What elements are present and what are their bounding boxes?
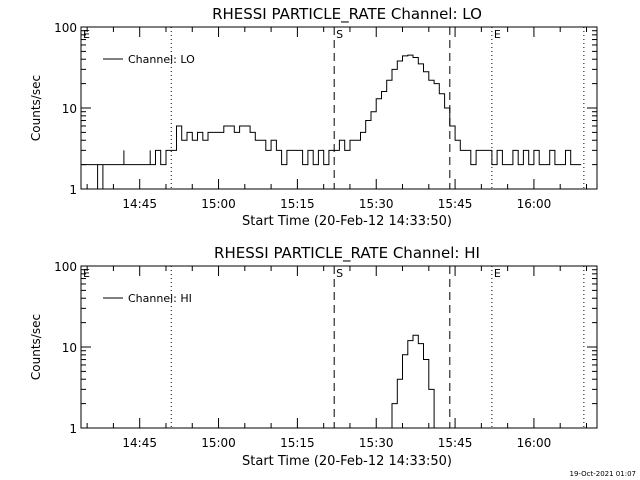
legend-label: Channel: HI [128, 292, 192, 305]
marker-label: E [494, 28, 501, 41]
chart-title: RHESSI PARTICLE_RATE Channel: HI [214, 244, 480, 263]
x-axis-ticks: 14:45 15:00 15:15 15:30 15:45 16:00 [86, 266, 587, 450]
series-line-channel-lo [81, 54, 582, 189]
x-tick-label: 14:45 [122, 436, 157, 450]
x-axis-ticks: 14:45 15:00 15:15 15:30 15:45 16:00 [86, 27, 587, 211]
x-tick-label: 15:00 [201, 436, 236, 450]
y-axis-label: Counts/sec [29, 314, 43, 380]
x-tick-label: 15:45 [438, 197, 473, 211]
x-tick-label: 16:00 [517, 197, 552, 211]
marker-label: E [83, 28, 90, 41]
x-tick-label: 15:45 [438, 436, 473, 450]
x-tick-label: 16:00 [517, 436, 552, 450]
y-axis-label: Counts/sec [29, 75, 43, 141]
series-line-channel-hi [386, 334, 435, 429]
y-axis-ticks: 1 10 100 [54, 21, 597, 197]
x-axis-label: Start Time (20-Feb-12 14:33:50) [242, 214, 452, 229]
y-tick-label: 100 [54, 21, 77, 35]
plot-frame [80, 265, 598, 429]
x-tick-label: 15:00 [201, 197, 236, 211]
x-tick-label: 15:30 [359, 436, 394, 450]
marker-label: S [336, 28, 343, 41]
x-tick-label: 15:15 [280, 197, 315, 211]
footer-timestamp: 19-Oct-2021 01:07 [570, 470, 636, 478]
y-axis-ticks: 1 10 100 [54, 260, 597, 436]
panel-hi: RHESSI PARTICLE_RATE Channel: HI 110100 … [29, 244, 598, 469]
y-tick-label: 100 [54, 260, 77, 274]
y-tick-label: 10 [62, 341, 77, 355]
x-tick-label: 15:15 [280, 436, 315, 450]
x-tick-label: 14:45 [122, 197, 157, 211]
y-tick-label: 1 [69, 422, 77, 436]
legend-label: Channel: LO [128, 53, 195, 66]
marker-label: E [83, 267, 90, 280]
x-axis-label: Start Time (20-Feb-12 14:33:50) [242, 454, 452, 469]
marker-label: E [494, 267, 501, 280]
x-tick-label: 15:30 [359, 197, 394, 211]
y-tick-label: 10 [62, 102, 77, 116]
legend: Channel: HI [103, 292, 192, 305]
chart-title: RHESSI PARTICLE_RATE Channel: LO [212, 5, 482, 24]
legend: Channel: LO [103, 53, 195, 66]
marker-label: S [336, 267, 343, 280]
panel-lo: RHESSI PARTICLE_RATE Channel: LO 110100 … [29, 5, 598, 229]
y-tick-label: 1 [69, 183, 77, 197]
